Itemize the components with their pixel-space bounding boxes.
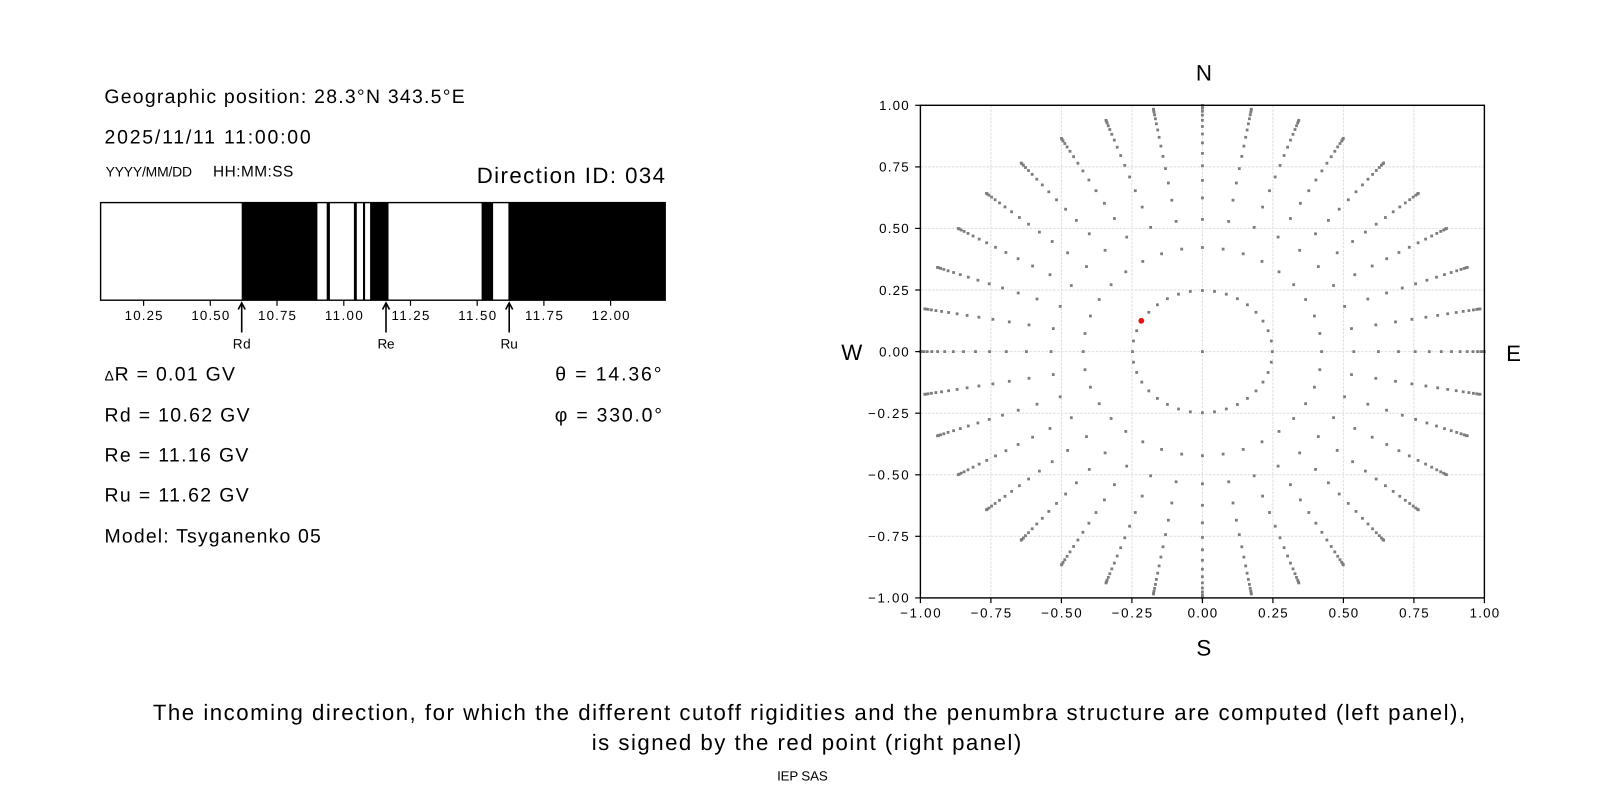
svg-text:Rd = 10.62 GV: Rd = 10.62 GV [105,405,250,427]
svg-text:11.00: 11.00 [325,308,363,323]
svg-text:Re = 11.16 GV: Re = 11.16 GV [105,445,249,467]
svg-text:−0.75: −0.75 [971,606,1012,621]
svg-text:Ru: Ru [501,336,518,351]
svg-text:Δ: Δ [105,368,114,384]
svg-text:10.50: 10.50 [191,308,229,323]
svg-text:−0.25: −0.25 [1112,606,1153,621]
svg-text:Direction ID: 034: Direction ID: 034 [477,163,665,188]
svg-text:N: N [1196,60,1212,85]
svg-text:0.75: 0.75 [1399,606,1429,621]
svg-text:0.25: 0.25 [879,283,909,298]
svg-text:−0.75: −0.75 [868,529,909,544]
svg-text:−1.00: −1.00 [900,606,941,621]
svg-text:YYYY/MM/DD: YYYY/MM/DD [106,163,193,179]
svg-text:11.50: 11.50 [458,308,496,323]
svg-text:Re: Re [377,336,394,351]
svg-text:12.00: 12.00 [592,308,630,323]
svg-text:θ = 14.36°: θ = 14.36° [555,364,661,386]
svg-text:10.25: 10.25 [125,308,163,323]
svg-text:S: S [1196,636,1211,661]
svg-text:is signed by the red point (ri: is signed by the red point (right panel) [592,730,1022,755]
svg-text:R = 0.01 GV: R = 0.01 GV [115,364,235,386]
svg-text:Rd: Rd [233,336,251,351]
svg-text:2025/11/11 11:00:00: 2025/11/11 11:00:00 [105,126,311,148]
svg-text:1.00: 1.00 [879,98,909,113]
svg-text:φ = 330.0°: φ = 330.0° [555,405,662,427]
svg-text:−0.25: −0.25 [868,406,909,421]
svg-text:1.00: 1.00 [1470,606,1500,621]
svg-text:E: E [1506,341,1521,366]
svg-text:Model: Tsyganenko 05: Model: Tsyganenko 05 [105,526,321,548]
svg-text:−0.50: −0.50 [868,468,909,483]
svg-text:IEP SAS: IEP SAS [777,769,828,784]
svg-text:0.00: 0.00 [1188,606,1218,621]
svg-text:−0.50: −0.50 [1041,606,1082,621]
svg-text:10.75: 10.75 [258,308,296,323]
svg-text:11.75: 11.75 [525,308,563,323]
svg-text:The incoming direction, for wh: The incoming direction, for which the di… [153,700,1465,725]
svg-text:11.25: 11.25 [392,308,430,323]
svg-text:0.50: 0.50 [1329,606,1359,621]
svg-text:0.00: 0.00 [879,344,909,359]
svg-text:0.50: 0.50 [879,221,909,236]
svg-text:0.75: 0.75 [879,160,909,175]
svg-text:0.25: 0.25 [1258,606,1288,621]
svg-text:W: W [841,340,862,365]
svg-text:−1.00: −1.00 [868,591,909,606]
svg-text:Geographic position: 28.3°N 34: Geographic position: 28.3°N 343.5°E [104,86,464,108]
svg-text:Ru = 11.62 GV: Ru = 11.62 GV [105,485,249,507]
svg-text:HH:MM:SS: HH:MM:SS [213,163,293,180]
